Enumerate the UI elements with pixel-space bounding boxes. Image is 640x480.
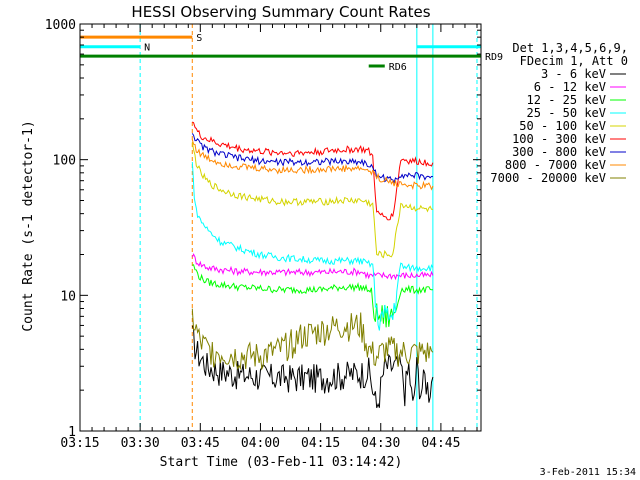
y-tick-label: 1000: [45, 18, 76, 33]
y-axis-label: Count Rate (s-1 detector-1): [21, 120, 36, 331]
series-line: [192, 121, 434, 221]
y-tick-label: 1: [68, 425, 76, 440]
x-tick-label: 03:30: [121, 436, 160, 451]
series-line: [191, 139, 434, 191]
legend-label: 100 - 300 keV: [512, 132, 606, 146]
axes: 03:15 03:30 03:45 04:00 04:15 04:30 04:45 1 10 10…: [45, 18, 482, 451]
y-tick-label: 10: [60, 289, 76, 304]
legend-label: 50 - 100 keV: [519, 119, 606, 133]
x-axis-label: Start Time (03-Feb-11 03:14:42): [160, 455, 403, 470]
annotation-label: N: [144, 43, 150, 54]
y-tick-label: 100: [53, 154, 76, 169]
legend-header: Det 1,3,4,5,6,9,: [512, 41, 628, 55]
series-line: [191, 325, 434, 408]
legend-label: 25 - 50 keV: [527, 106, 606, 120]
timestamp: 3-Feb-2011 15:34: [540, 467, 636, 478]
legend-label: 300 - 800 keV: [512, 145, 606, 159]
series-line: [191, 133, 433, 184]
legend-label: 800 - 7000 keV: [505, 158, 606, 172]
series-line: [191, 253, 434, 281]
legend-label: 6 - 12 keV: [534, 80, 606, 94]
series-line: [191, 308, 434, 371]
legend: Det 1,3,4,5,6,9,FDecim 1, Att 03 - 6 keV…: [490, 41, 628, 185]
annotation-label: RD9: [485, 52, 503, 63]
plot-area: S N RD9 RD6: [79, 24, 503, 431]
x-tick-label: 03:15: [60, 436, 99, 451]
annotation-label: S: [196, 33, 202, 44]
x-tick-label: 04:00: [241, 436, 280, 451]
annotation-label: RD6: [389, 62, 407, 73]
x-tick-label: 04:15: [301, 436, 340, 451]
legend-label: 3 - 6 keV: [541, 67, 606, 81]
series-line: [191, 141, 433, 259]
chart-title: HESSI Observing Summary Count Rates: [131, 3, 430, 21]
legend-label: 12 - 25 keV: [527, 93, 606, 107]
plot-frame: [79, 23, 482, 432]
series-line: [191, 161, 434, 331]
legend-header: FDecim 1, Att 0: [520, 54, 628, 68]
x-tick-label: 04:45: [421, 436, 460, 451]
x-tick-label: 03:45: [181, 436, 220, 451]
x-tick-label: 04:30: [361, 436, 400, 451]
legend-label: 7000 - 20000 keV: [490, 171, 606, 185]
